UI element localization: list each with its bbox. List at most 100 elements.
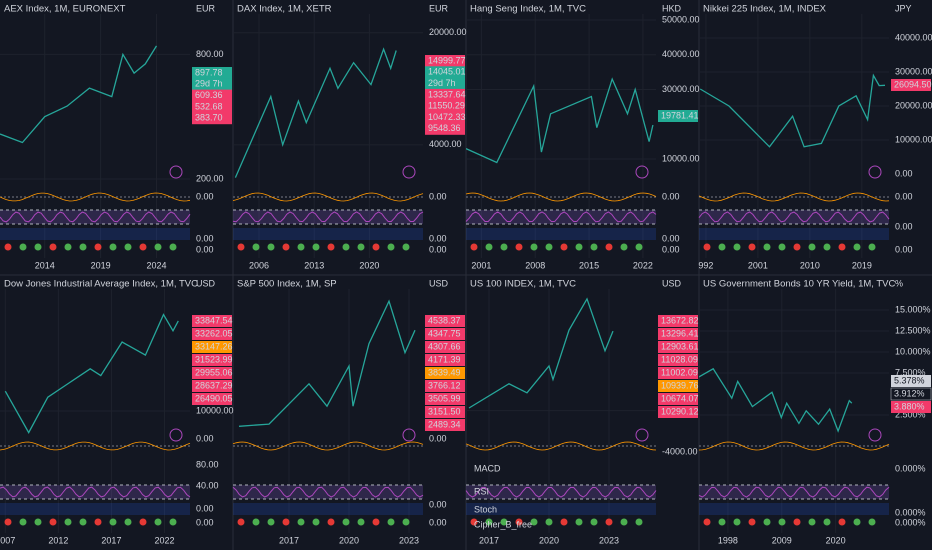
- signal-dot: [748, 518, 756, 526]
- signal-dot: [169, 518, 177, 526]
- price-line: [234, 47, 397, 178]
- panel-title: Dow Jones Industrial Average Index, 1M, …: [4, 279, 198, 290]
- currency-unit: USD: [662, 278, 682, 288]
- indicator-value: 0.00: [196, 517, 214, 527]
- x-tick-label: 2006: [249, 260, 269, 270]
- signal-dot: [635, 518, 643, 526]
- signal-dot: [823, 518, 831, 526]
- countdown: 29d 7h: [428, 78, 456, 88]
- indicator-value: 0.000%: [895, 507, 926, 517]
- price-tag: [192, 89, 232, 102]
- y-tick-label: 10000.00: [662, 153, 700, 163]
- price-tag: [192, 67, 232, 79]
- price-tag-label: 19781.41: [661, 110, 699, 120]
- signal-dot: [387, 243, 395, 251]
- price-tag: [425, 122, 465, 135]
- signal-dot: [94, 243, 102, 251]
- rsi-wave: [698, 211, 890, 223]
- signal-dot: [312, 243, 320, 251]
- price-tag: [425, 419, 465, 431]
- y-tick-label: 40000.00: [662, 49, 700, 59]
- signal-dot: [808, 518, 816, 526]
- price-tag: [658, 110, 698, 122]
- signal-dot: [838, 518, 846, 526]
- signal-dot: [124, 518, 132, 526]
- macd-wave: [232, 441, 424, 451]
- signal-dot: [237, 243, 245, 251]
- signal-dot: [34, 518, 42, 526]
- signal-dot: [49, 518, 57, 526]
- price-tag-label: 14045.01: [428, 67, 466, 77]
- alert-icon: [635, 428, 649, 442]
- rsi-band: [0, 485, 190, 499]
- signal-dot: [853, 243, 861, 251]
- price-tag: [425, 406, 465, 418]
- price-tag: [658, 367, 698, 379]
- x-tick-label: 1998: [718, 535, 738, 545]
- signal-dot: [387, 518, 395, 526]
- price-tag-label: 4307.66: [428, 341, 461, 351]
- alert-icon: [868, 428, 882, 442]
- signal-dot: [605, 243, 613, 251]
- y-tick-label: 50000.00: [662, 14, 700, 24]
- stoch-band: [466, 228, 656, 240]
- panel-title: Nikkei 225 Index, 1M, INDEX: [703, 4, 827, 15]
- signal-dot: [733, 243, 741, 251]
- price-tag-label: 33847.54: [195, 315, 233, 325]
- x-tick-label: 992: [698, 260, 713, 270]
- indicator-value: 0.00: [429, 233, 447, 243]
- signal-dot: [312, 518, 320, 526]
- signal-dot: [778, 243, 786, 251]
- rsi-wave: [0, 486, 191, 498]
- x-tick-label: 2020: [339, 535, 359, 545]
- rsi-band: [233, 485, 423, 499]
- y-tick-label: 15.000%: [895, 304, 931, 314]
- price-tag: [425, 328, 465, 340]
- panel-title: US 100 INDEX, 1M, TVC: [470, 279, 576, 290]
- price-tag: [425, 55, 465, 67]
- price-tag-label: 33262.05: [195, 328, 233, 338]
- indicator-value: 0.00: [196, 233, 214, 243]
- signal-dot: [297, 518, 305, 526]
- x-tick-label: 2019: [852, 260, 872, 270]
- price-tag: [192, 341, 232, 353]
- signal-dot: [838, 243, 846, 251]
- signal-dot: [64, 518, 72, 526]
- macd-wave: [465, 192, 657, 202]
- price-tag-label: 29955.06: [195, 367, 233, 377]
- y-tick-label: 4000.00: [429, 139, 462, 149]
- signal-dot: [267, 243, 275, 251]
- currency-unit: USD: [429, 278, 449, 288]
- price-tag-label: 3839.49: [428, 367, 461, 377]
- price-tag-label: 26094.50: [894, 79, 932, 89]
- stoch-band: [699, 228, 889, 240]
- signal-dot: [357, 243, 365, 251]
- signal-dot: [327, 518, 335, 526]
- signal-dot: [763, 518, 771, 526]
- price-tag-label: 3.912%: [894, 388, 925, 398]
- x-tick-label: 2007: [0, 535, 15, 545]
- x-tick-label: 2017: [479, 535, 499, 545]
- price-tag: [425, 354, 465, 366]
- indicator-value: 40.00: [196, 480, 219, 490]
- signal-dot: [778, 518, 786, 526]
- price-tag: [192, 315, 232, 327]
- x-tick-label: 2001: [748, 260, 768, 270]
- price-tag: [425, 393, 465, 405]
- signal-dot: [237, 518, 245, 526]
- indicator-value: 0.00: [429, 191, 447, 201]
- signal-dot: [703, 518, 711, 526]
- price-tag-label: 10472.33: [428, 112, 466, 122]
- x-tick-label: 2024: [146, 260, 166, 270]
- rsi-band: [466, 210, 656, 224]
- currency-unit: EUR: [196, 3, 216, 13]
- alert-icon: [635, 165, 649, 179]
- signal-dot: [154, 243, 162, 251]
- signal-dot: [154, 518, 162, 526]
- price-line: [699, 367, 853, 433]
- price-tag-label: 3766.12: [428, 380, 461, 390]
- price-tag: [192, 112, 232, 125]
- price-tag-label: 4538.37: [428, 315, 461, 325]
- indicator-value: 0.00: [895, 191, 913, 201]
